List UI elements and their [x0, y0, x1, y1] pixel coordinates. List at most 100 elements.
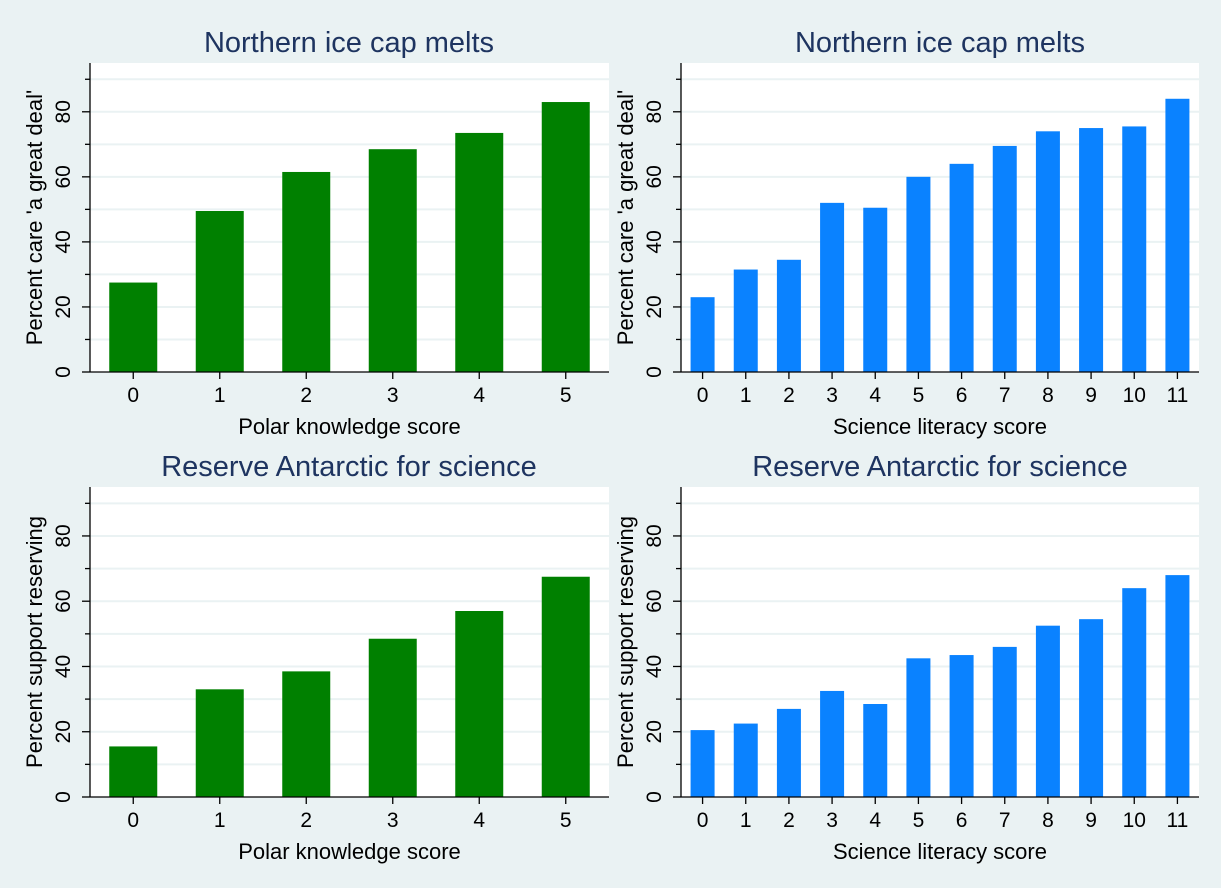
bar	[455, 611, 504, 797]
bar	[690, 730, 715, 797]
bar	[820, 690, 845, 797]
y-tick-label: 60	[643, 165, 666, 188]
y-axis-label: Percent care 'a great deal'	[22, 90, 47, 345]
y-axis-label: Percent support reserving	[22, 516, 47, 768]
bar	[992, 145, 1017, 372]
x-tick-label: 10	[1123, 809, 1146, 832]
x-tick-label: 4	[869, 809, 881, 832]
x-tick-label: 1	[740, 809, 752, 832]
bar	[949, 163, 974, 372]
x-tick-label: 5	[913, 809, 925, 832]
x-tick-label: 3	[387, 384, 399, 407]
x-tick-label: 5	[560, 384, 572, 407]
y-tick-label: 0	[643, 791, 666, 803]
x-axis-label: Science literacy score	[833, 414, 1047, 439]
x-tick-label: 11	[1167, 809, 1189, 832]
y-tick-label: 40	[643, 230, 666, 253]
y-tick-label: 60	[52, 165, 75, 188]
bar	[820, 202, 845, 372]
bar	[368, 149, 417, 372]
bar	[541, 102, 590, 372]
bar	[690, 297, 715, 372]
x-axis-label: Polar knowledge score	[238, 839, 461, 864]
y-axis-label: Percent support reserving	[613, 516, 638, 768]
plot-area	[90, 63, 609, 372]
chart-title: Northern ice cap melts	[204, 27, 494, 59]
y-tick-label: 80	[643, 100, 666, 123]
chart-panel-4: 0 20 40 60 80 0 1 2 3 4 5 6 7 8 9 10 11 Reserve Antarctic…	[613, 451, 1199, 864]
x-axis-label: Polar knowledge score	[238, 414, 461, 439]
y-tick-label: 40	[52, 230, 75, 253]
chart-panel-2: 0 20 40 60 80 0 1 2 3 4 5 6 7 8 9 10 11 Northern ice cap …	[613, 27, 1199, 439]
x-tick-label: 9	[1085, 809, 1097, 832]
x-tick-label: 8	[1042, 384, 1054, 407]
bar	[1079, 128, 1104, 372]
x-tick-label: 7	[999, 384, 1011, 407]
bar	[1122, 126, 1147, 372]
x-tick-label: 2	[300, 384, 312, 407]
x-tick-label: 2	[300, 809, 312, 832]
x-tick-label: 0	[697, 384, 709, 407]
x-tick-label: 1	[214, 384, 226, 407]
x-tick-label: 2	[783, 809, 795, 832]
bar	[733, 269, 758, 372]
bar	[863, 207, 888, 372]
x-tick-label: 3	[387, 809, 399, 832]
plot-area	[90, 487, 609, 797]
bar	[1165, 98, 1190, 373]
x-tick-label: 5	[913, 384, 925, 407]
bar	[776, 708, 801, 797]
bar	[195, 689, 244, 797]
bar	[906, 176, 931, 372]
bar	[109, 282, 158, 372]
x-tick-label: 6	[956, 384, 968, 407]
bar	[1165, 575, 1190, 797]
x-axis-label: Science literacy score	[833, 839, 1047, 864]
x-tick-label: 3	[826, 809, 838, 832]
chart-title: Reserve Antarctic for science	[161, 451, 537, 483]
y-tick-label: 0	[52, 791, 75, 803]
chart-title: Northern ice cap melts	[795, 27, 1085, 59]
x-tick-label: 9	[1085, 384, 1097, 407]
y-tick-label: 20	[52, 720, 75, 743]
y-tick-label: 80	[52, 100, 75, 123]
x-tick-label: 3	[826, 384, 838, 407]
y-tick-label: 80	[643, 524, 666, 547]
x-tick-label: 8	[1042, 809, 1054, 832]
chart-panel-1: 0 20 40 60 80 0 1 2 3 4 5 Northern ice cap melts Pol…	[22, 27, 609, 439]
x-tick-label: 0	[127, 809, 139, 832]
chart-title: Reserve Antarctic for science	[752, 451, 1128, 483]
x-tick-label: 4	[473, 384, 485, 407]
y-tick-label: 0	[52, 366, 75, 378]
bar	[282, 171, 331, 372]
x-tick-label: 10	[1123, 384, 1146, 407]
bar	[455, 132, 504, 372]
x-tick-label: 5	[560, 809, 572, 832]
y-tick-label: 0	[643, 366, 666, 378]
bar	[906, 658, 931, 797]
y-tick-label: 40	[643, 655, 666, 678]
plot-area	[681, 63, 1199, 372]
bar	[733, 723, 758, 797]
x-tick-label: 7	[999, 809, 1011, 832]
bar	[992, 646, 1017, 797]
x-tick-label: 1	[740, 384, 752, 407]
x-tick-label: 4	[869, 384, 881, 407]
chart-panel-3: 0 20 40 60 80 0 1 2 3 4 5 Reserve Antarctic for sci…	[22, 451, 609, 864]
bar	[863, 704, 888, 797]
bar	[1035, 625, 1060, 797]
x-tick-label: 0	[697, 809, 709, 832]
bar	[195, 210, 244, 372]
bar	[1122, 588, 1147, 797]
y-tick-label: 60	[52, 590, 75, 613]
y-tick-label: 80	[52, 524, 75, 547]
y-axis-label: Percent care 'a great deal'	[613, 90, 638, 345]
y-tick-label: 20	[52, 295, 75, 318]
bar	[368, 638, 417, 797]
bar	[1079, 619, 1104, 797]
x-tick-label: 2	[783, 384, 795, 407]
bar	[282, 671, 331, 797]
x-tick-label: 6	[956, 809, 968, 832]
